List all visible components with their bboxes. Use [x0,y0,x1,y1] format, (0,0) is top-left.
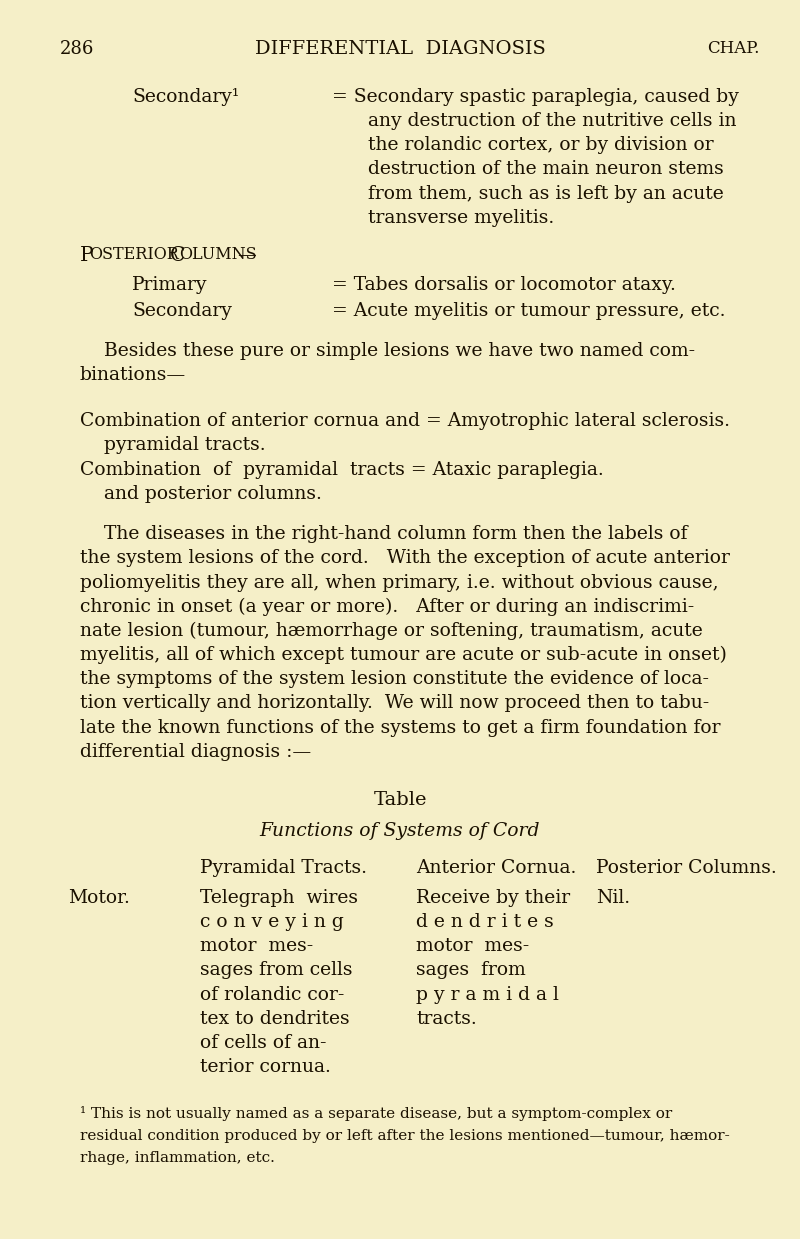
Text: —: — [237,247,256,264]
Text: rhage, inflammation, etc.: rhage, inflammation, etc. [80,1151,275,1165]
Text: Primary: Primary [132,276,207,295]
Text: p y r a m i d a l: p y r a m i d a l [416,985,559,1004]
Text: binations—: binations— [80,366,186,384]
Text: Posterior Columns.: Posterior Columns. [596,859,777,877]
Text: differential diagnosis :—: differential diagnosis :— [80,742,311,761]
Text: Telegraph  wires: Telegraph wires [200,888,358,907]
Text: myelitis, all of which except tumour are acute or sub-acute in onset): myelitis, all of which except tumour are… [80,646,727,664]
Text: motor  mes-: motor mes- [416,937,530,955]
Text: Combination  of  pyramidal  tracts = Ataxic paraplegia.: Combination of pyramidal tracts = Ataxic… [80,461,604,479]
Text: Table: Table [374,790,426,809]
Text: Secondary¹: Secondary¹ [132,88,239,107]
Text: = Acute myelitis or tumour pressure, etc.: = Acute myelitis or tumour pressure, etc… [332,302,726,320]
Text: d e n d r i t e s: d e n d r i t e s [416,913,554,930]
Text: OSTERIOR: OSTERIOR [90,247,179,263]
Text: Besides these pure or simple lesions we have two named com-: Besides these pure or simple lesions we … [80,342,695,359]
Text: CHAP.: CHAP. [708,40,760,57]
Text: tex to dendrites: tex to dendrites [200,1010,350,1027]
Text: sages  from: sages from [416,961,526,979]
Text: of cells of an-: of cells of an- [200,1033,326,1052]
Text: tion vertically and horizontally.  We will now proceed then to tabu-: tion vertically and horizontally. We wil… [80,694,710,712]
Text: P: P [80,247,94,265]
Text: Combination of anterior cornua and = Amyotrophic lateral sclerosis.: Combination of anterior cornua and = Amy… [80,411,730,430]
Text: the rolandic cortex, or by division or: the rolandic cortex, or by division or [332,136,714,155]
Text: Secondary: Secondary [132,302,232,320]
Text: motor  mes-: motor mes- [200,937,314,955]
Text: poliomyelitis they are all, when primary, i.e. without obvious cause,: poliomyelitis they are all, when primary… [80,574,718,591]
Text: Motor.: Motor. [68,888,130,907]
Text: Functions of Systems of Cord: Functions of Systems of Cord [260,823,540,840]
Text: 286: 286 [60,40,94,58]
Text: Receive by their: Receive by their [416,888,570,907]
Text: nate lesion (tumour, hæmorrhage or softening, traumatism, acute: nate lesion (tumour, hæmorrhage or softe… [80,622,702,641]
Text: = Secondary spastic paraplegia, caused by: = Secondary spastic paraplegia, caused b… [332,88,739,107]
Text: OLUMNS: OLUMNS [179,247,257,263]
Text: Nil.: Nil. [596,888,630,907]
Text: the system lesions of the cord.   With the exception of acute anterior: the system lesions of the cord. With the… [80,549,730,567]
Text: DIFFERENTIAL  DIAGNOSIS: DIFFERENTIAL DIAGNOSIS [254,40,546,58]
Text: c o n v e y i n g: c o n v e y i n g [200,913,344,930]
Text: Anterior Cornua.: Anterior Cornua. [416,859,576,877]
Text: from them, such as is left by an acute: from them, such as is left by an acute [332,185,724,203]
Text: late the known functions of the systems to get a firm foundation for: late the known functions of the systems … [80,719,721,736]
Text: sages from cells: sages from cells [200,961,353,979]
Text: Pyramidal Tracts.: Pyramidal Tracts. [200,859,367,877]
Text: = Tabes dorsalis or locomotor ataxy.: = Tabes dorsalis or locomotor ataxy. [332,276,676,295]
Text: terior cornua.: terior cornua. [200,1058,331,1075]
Text: transverse myelitis.: transverse myelitis. [332,209,554,227]
Text: ¹ This is not usually named as a separate disease, but a symptom-complex or: ¹ This is not usually named as a separat… [80,1106,672,1121]
Text: The diseases in the right-hand column form then the labels of: The diseases in the right-hand column fo… [80,525,687,543]
Text: chronic in onset (a year or more).   After or during an indiscrimi-: chronic in onset (a year or more). After… [80,597,694,616]
Text: residual condition produced by or left after the lesions mentioned—tumour, hæmor: residual condition produced by or left a… [80,1129,730,1142]
Text: the symptoms of the system lesion constitute the evidence of loca-: the symptoms of the system lesion consti… [80,670,709,688]
Text: tracts.: tracts. [416,1010,477,1027]
Text: of rolandic cor-: of rolandic cor- [200,985,344,1004]
Text: pyramidal tracts.: pyramidal tracts. [80,436,266,453]
Text: C: C [170,247,185,265]
Text: any destruction of the nutritive cells in: any destruction of the nutritive cells i… [332,113,737,130]
Text: and posterior columns.: and posterior columns. [80,486,322,503]
Text: destruction of the main neuron stems: destruction of the main neuron stems [332,161,724,178]
